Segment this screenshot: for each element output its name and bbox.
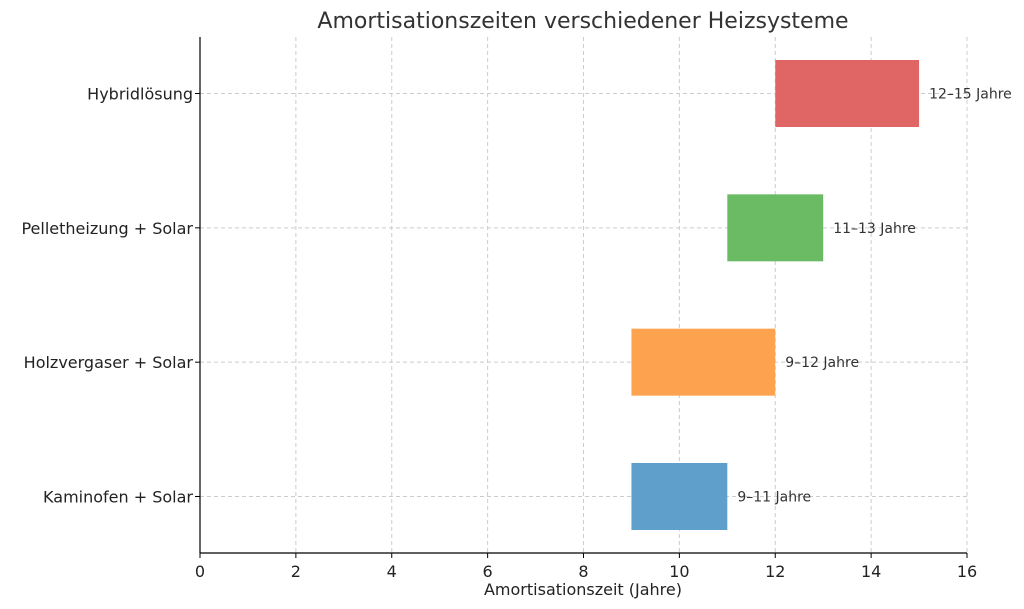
bar-data-label: 9–12 Jahre xyxy=(785,355,859,371)
range-bar xyxy=(727,194,824,262)
y-tick-label: Pelletheizung + Solar xyxy=(21,219,193,238)
x-tick-label: 4 xyxy=(387,562,397,581)
y-tick-label: Kaminofen + Solar xyxy=(43,488,193,507)
axis-layer: 0 2 4 6 8 10 12 14 16 Kaminofen + Solar Holzvergas… xyxy=(21,37,977,581)
bar-layer: 9–11 Jahre 9–12 Jahre 11–13 Jahre 12–15 Jah… xyxy=(631,60,1012,530)
y-tick-label: Holzvergaser + Solar xyxy=(24,353,194,372)
x-tick-label: 2 xyxy=(291,562,301,581)
range-bar xyxy=(631,328,776,396)
x-axis-label: Amortisationszeit (Jahre) xyxy=(484,580,682,599)
bar-data-label: 12–15 Jahre xyxy=(929,87,1012,103)
bar-data-label: 9–11 Jahre xyxy=(737,490,811,506)
x-tick-label: 16 xyxy=(957,562,977,581)
y-tick-label: Hybridlösung xyxy=(87,85,193,104)
bar-data-label: 11–13 Jahre xyxy=(833,221,916,237)
chart-title: Amortisationszeiten verschiedener Heizsy… xyxy=(317,9,848,34)
x-tick-label: 8 xyxy=(578,562,588,581)
x-tick-label: 10 xyxy=(669,562,689,581)
range-bar xyxy=(775,60,920,127)
x-tick-label: 6 xyxy=(483,562,493,581)
x-tick-label: 0 xyxy=(195,562,205,581)
x-tick-label: 12 xyxy=(765,562,785,581)
x-tick-label: 14 xyxy=(861,562,881,581)
range-bar xyxy=(631,463,728,530)
